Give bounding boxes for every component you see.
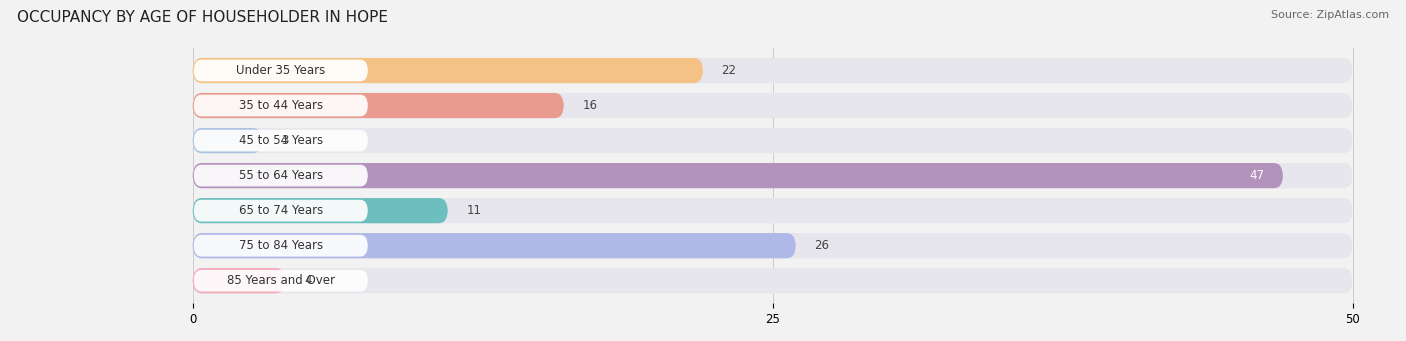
FancyBboxPatch shape <box>193 93 1353 118</box>
Text: 11: 11 <box>467 204 481 217</box>
Text: OCCUPANCY BY AGE OF HOUSEHOLDER IN HOPE: OCCUPANCY BY AGE OF HOUSEHOLDER IN HOPE <box>17 10 388 25</box>
FancyBboxPatch shape <box>193 93 564 118</box>
FancyBboxPatch shape <box>193 268 285 293</box>
Text: 75 to 84 Years: 75 to 84 Years <box>239 239 323 252</box>
FancyBboxPatch shape <box>193 198 449 223</box>
FancyBboxPatch shape <box>194 200 368 222</box>
Text: 4: 4 <box>304 274 312 287</box>
FancyBboxPatch shape <box>194 60 368 81</box>
FancyBboxPatch shape <box>193 58 1353 83</box>
FancyBboxPatch shape <box>193 128 263 153</box>
FancyBboxPatch shape <box>193 198 1353 223</box>
FancyBboxPatch shape <box>193 233 1353 258</box>
Text: 3: 3 <box>281 134 288 147</box>
FancyBboxPatch shape <box>193 163 1353 188</box>
FancyBboxPatch shape <box>193 233 796 258</box>
Text: Under 35 Years: Under 35 Years <box>236 64 325 77</box>
FancyBboxPatch shape <box>194 165 368 187</box>
Text: 65 to 74 Years: 65 to 74 Years <box>239 204 323 217</box>
Text: 16: 16 <box>582 99 598 112</box>
FancyBboxPatch shape <box>193 268 1353 293</box>
FancyBboxPatch shape <box>194 130 368 151</box>
FancyBboxPatch shape <box>193 58 703 83</box>
Text: 55 to 64 Years: 55 to 64 Years <box>239 169 323 182</box>
FancyBboxPatch shape <box>194 95 368 116</box>
FancyBboxPatch shape <box>193 163 1284 188</box>
Text: 47: 47 <box>1250 169 1264 182</box>
Text: 45 to 54 Years: 45 to 54 Years <box>239 134 323 147</box>
FancyBboxPatch shape <box>194 235 368 256</box>
Text: 22: 22 <box>721 64 737 77</box>
FancyBboxPatch shape <box>194 270 368 292</box>
Text: 35 to 44 Years: 35 to 44 Years <box>239 99 323 112</box>
Text: 85 Years and Over: 85 Years and Over <box>226 274 335 287</box>
FancyBboxPatch shape <box>193 128 1353 153</box>
Text: Source: ZipAtlas.com: Source: ZipAtlas.com <box>1271 10 1389 20</box>
Text: 26: 26 <box>814 239 830 252</box>
